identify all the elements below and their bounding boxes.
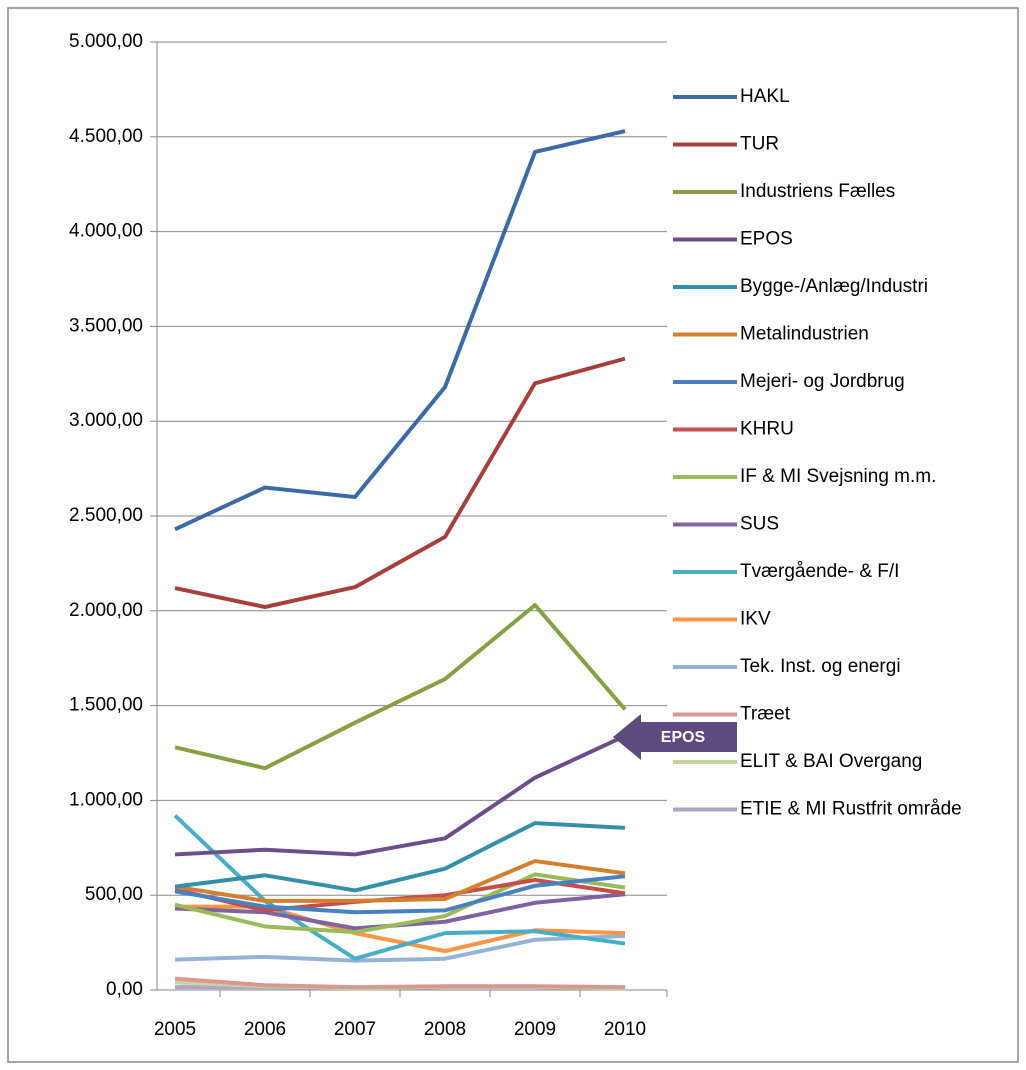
y-tick-label: 500,00 [85, 884, 143, 905]
legend-label: Mejeri- og Jordbrug [740, 371, 905, 392]
series-line [174, 874, 626, 915]
x-tick-label: 2007 [334, 1019, 376, 1040]
y-tick-label: 1.500,00 [69, 695, 143, 716]
series-line [174, 872, 626, 935]
y-tick-label: 2.500,00 [69, 505, 143, 526]
legend-label: Metalindustrien [740, 324, 869, 345]
series-line [174, 603, 627, 771]
y-tick-label: 1.000,00 [69, 789, 143, 810]
x-tick-label: 2009 [514, 1019, 556, 1040]
series-line [173, 814, 626, 961]
legend-label: ELIT & BAI Overgang [740, 751, 922, 772]
annotation-arrow [613, 714, 737, 760]
y-tick-label: 5.000,00 [69, 31, 143, 52]
series-line [174, 734, 626, 857]
series-line [174, 821, 626, 893]
y-tick-label: 3.000,00 [69, 410, 143, 431]
series-line [174, 859, 626, 903]
y-tick-label: 4.000,00 [69, 221, 143, 242]
x-tick-label: 2010 [604, 1019, 646, 1040]
legend-label: Bygge-/Anlæg/Industri [740, 276, 928, 297]
legend-label: Tek. Inst. og energi [740, 656, 901, 677]
annotation-label: EPOS [661, 729, 706, 746]
legend-label: Industriens Fælles [740, 181, 895, 202]
legend-label: IF & MI Svejsning m.m. [740, 466, 936, 487]
x-tick-label: 2006 [244, 1019, 286, 1040]
legend-label: EPOS [740, 229, 793, 250]
x-tick-label: 2005 [154, 1019, 196, 1040]
legend-label: TUR [740, 134, 779, 155]
legend-label: Træet [740, 704, 791, 725]
x-tick-label: 2008 [424, 1019, 466, 1040]
series-line [174, 976, 626, 990]
series-line [174, 356, 626, 610]
legend-label: ETIE & MI Rustfrit område [740, 799, 962, 820]
chart-frame [7, 7, 1019, 1063]
y-tick-label: 0,00 [106, 979, 143, 1000]
legend-label: SUS [740, 514, 779, 535]
legend-label: KHRU [740, 419, 794, 440]
y-tick-label: 4.500,00 [69, 126, 143, 147]
legend-label: IKV [740, 609, 771, 630]
series-line [174, 933, 626, 963]
y-tick-label: 3.500,00 [69, 315, 143, 336]
y-tick-label: 2.000,00 [69, 600, 143, 621]
legend-label: HAKL [740, 86, 790, 107]
legend-label: Tværgående- & F/I [740, 561, 899, 582]
series-line [174, 129, 626, 532]
